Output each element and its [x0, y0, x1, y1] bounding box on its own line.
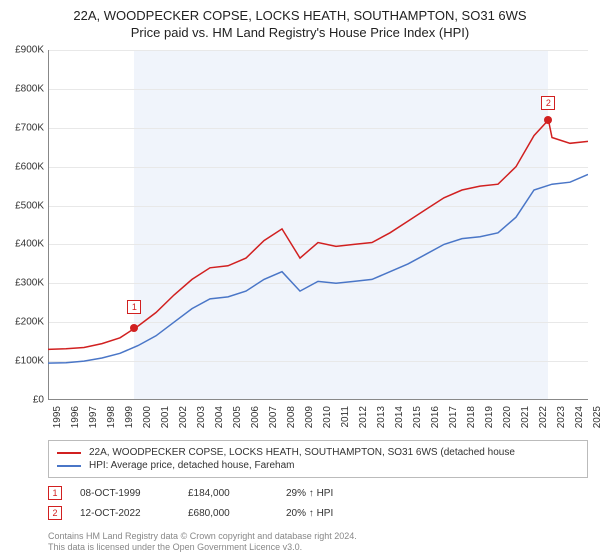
x-tick-label: 2010: [322, 406, 333, 428]
x-tick-label: 2017: [448, 406, 459, 428]
sale-row: 1 08-OCT-1999 £184,000 29% ↑ HPI: [48, 486, 588, 500]
y-tick-label: £300K: [0, 278, 44, 289]
line-series-svg: [48, 50, 588, 400]
footnote-line: Contains HM Land Registry data © Crown c…: [48, 531, 588, 543]
y-tick-label: £800K: [0, 83, 44, 94]
title-address: 22A, WOODPECKER COPSE, LOCKS HEATH, SOUT…: [10, 8, 590, 23]
y-tick-label: £700K: [0, 122, 44, 133]
x-tick-label: 2006: [250, 406, 261, 428]
x-tick-label: 2025: [592, 406, 600, 428]
x-tick-label: 2016: [430, 406, 441, 428]
x-tick-label: 1997: [88, 406, 99, 428]
x-tick-label: 1995: [52, 406, 63, 428]
x-tick-label: 1999: [124, 406, 135, 428]
x-tick-label: 2019: [484, 406, 495, 428]
sale-delta: 29% ↑ HPI: [286, 488, 366, 499]
legend-item: HPI: Average price, detached house, Fare…: [57, 460, 579, 471]
sale-date: 12-OCT-2022: [80, 508, 170, 519]
x-tick-label: 2001: [160, 406, 171, 428]
x-tick-label: 2021: [520, 406, 531, 428]
legend-swatch: [57, 465, 81, 467]
x-tick-label: 2007: [268, 406, 279, 428]
x-tick-label: 2011: [340, 406, 351, 428]
y-tick-label: £0: [0, 395, 44, 406]
x-tick-label: 2018: [466, 406, 477, 428]
sale-marker-box: 2: [541, 96, 555, 110]
footnote: Contains HM Land Registry data © Crown c…: [48, 531, 588, 554]
sale-delta: 20% ↑ HPI: [286, 508, 366, 519]
x-tick-label: 2008: [286, 406, 297, 428]
sale-date: 08-OCT-1999: [80, 488, 170, 499]
chart-container: 22A, WOODPECKER COPSE, LOCKS HEATH, SOUT…: [0, 0, 600, 560]
legend-item: 22A, WOODPECKER COPSE, LOCKS HEATH, SOUT…: [57, 447, 579, 458]
x-tick-label: 1998: [106, 406, 117, 428]
x-tick-label: 2003: [196, 406, 207, 428]
x-tick-label: 2005: [232, 406, 243, 428]
sale-marker-box: 1: [127, 300, 141, 314]
series-hpi: [48, 174, 588, 363]
x-tick-label: 2004: [214, 406, 225, 428]
x-tick-label: 2002: [178, 406, 189, 428]
x-tick-label: 2012: [358, 406, 369, 428]
x-tick-label: 2020: [502, 406, 513, 428]
sale-marker-box: 1: [48, 486, 62, 500]
sale-dot: [130, 324, 138, 332]
title-subtitle: Price paid vs. HM Land Registry's House …: [10, 25, 590, 40]
y-tick-label: £200K: [0, 317, 44, 328]
legend-label: 22A, WOODPECKER COPSE, LOCKS HEATH, SOUT…: [89, 447, 515, 458]
x-tick-label: 2024: [574, 406, 585, 428]
y-tick-label: £400K: [0, 239, 44, 250]
series-price_paid: [48, 120, 588, 349]
title-block: 22A, WOODPECKER COPSE, LOCKS HEATH, SOUT…: [0, 0, 600, 44]
legend: 22A, WOODPECKER COPSE, LOCKS HEATH, SOUT…: [48, 440, 588, 478]
sale-price: £184,000: [188, 488, 268, 499]
x-tick-label: 2023: [556, 406, 567, 428]
legend-label: HPI: Average price, detached house, Fare…: [89, 460, 295, 471]
y-tick-label: £500K: [0, 200, 44, 211]
footnote-line: This data is licensed under the Open Gov…: [48, 542, 588, 554]
sale-marker-box: 2: [48, 506, 62, 520]
x-tick-label: 2013: [376, 406, 387, 428]
x-tick-label: 1996: [70, 406, 81, 428]
x-tick-label: 2015: [412, 406, 423, 428]
chart-area: 12 £0£100K£200K£300K£400K£500K£600K£700K…: [48, 50, 588, 400]
sale-price: £680,000: [188, 508, 268, 519]
x-tick-label: 2014: [394, 406, 405, 428]
y-tick-label: £100K: [0, 356, 44, 367]
sale-dot: [544, 116, 552, 124]
y-tick-label: £600K: [0, 161, 44, 172]
x-tick-label: 2000: [142, 406, 153, 428]
y-tick-label: £900K: [0, 45, 44, 56]
legend-swatch: [57, 452, 81, 454]
x-tick-label: 2022: [538, 406, 549, 428]
sale-row: 2 12-OCT-2022 £680,000 20% ↑ HPI: [48, 506, 588, 520]
x-tick-label: 2009: [304, 406, 315, 428]
